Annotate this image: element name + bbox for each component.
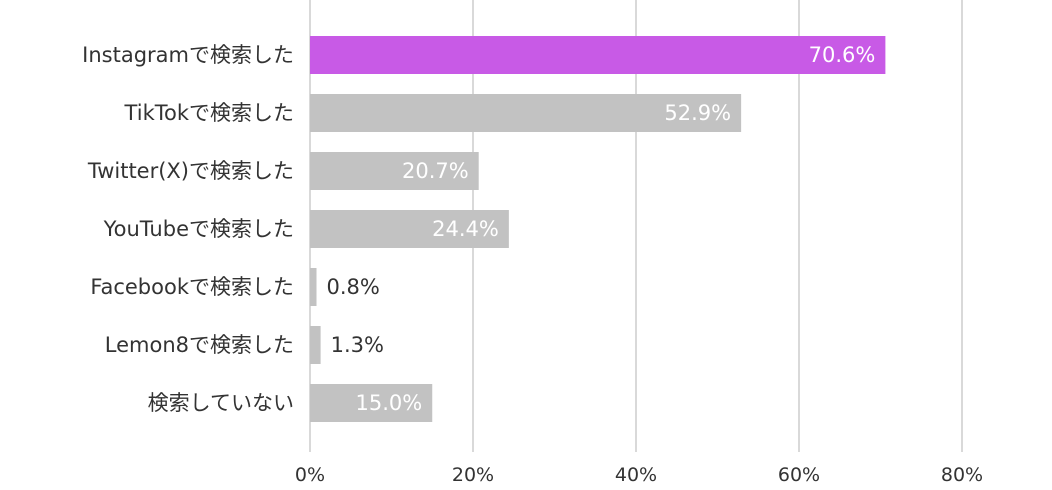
value-label: 1.3% <box>331 333 384 357</box>
value-label: 20.7% <box>402 159 469 183</box>
bar <box>310 326 321 364</box>
bar <box>310 384 433 422</box>
grid-lines <box>309 0 963 452</box>
bar <box>310 210 509 248</box>
value-label: 70.6% <box>809 43 876 67</box>
category-labels: Instagramで検索した TikTokで検索した Twitter(X)で検索した… <box>82 43 294 415</box>
value-label: 15.0% <box>356 391 423 415</box>
value-label: 24.4% <box>432 217 499 241</box>
bar <box>310 152 479 190</box>
x-tick-label: 20% <box>452 464 494 486</box>
bar <box>310 268 317 306</box>
category-label: Twitter(X)で検索した <box>87 159 294 183</box>
x-axis-ticks: 0% 20% 40% 60% 80% <box>295 464 983 486</box>
category-label: TikTokで検索した <box>124 101 294 125</box>
value-label: 0.8% <box>327 275 380 299</box>
bar <box>310 94 742 132</box>
value-label: 52.9% <box>664 101 731 125</box>
bar <box>310 36 886 74</box>
category-label: 検索していない <box>148 391 294 415</box>
category-label: YouTubeで検索した <box>103 217 294 241</box>
x-tick-label: 80% <box>941 464 983 486</box>
bars <box>310 36 886 422</box>
x-tick-label: 60% <box>778 464 820 486</box>
category-label: Facebookで検索した <box>90 275 294 299</box>
x-tick-label: 0% <box>295 464 325 486</box>
value-labels: 70.6% 52.9% 20.7% 24.4% 0.8% 1.3% 15.0% <box>327 43 876 415</box>
x-tick-label: 40% <box>615 464 657 486</box>
category-label: Lemon8で検索した <box>105 333 294 357</box>
category-label: Instagramで検索した <box>82 43 294 67</box>
